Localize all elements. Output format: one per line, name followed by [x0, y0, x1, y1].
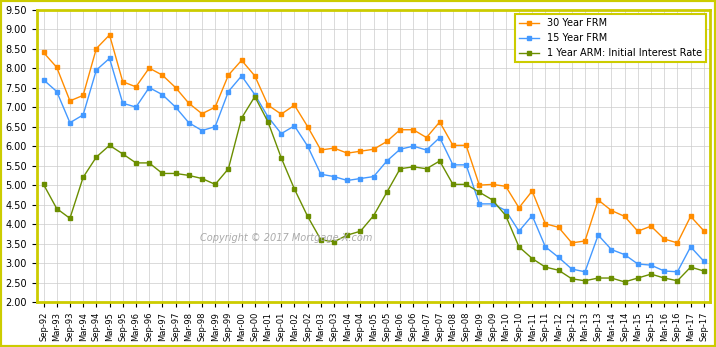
1 Year ARM: Initial Interest Rate: (37, 3.12): Initial Interest Rate: (37, 3.12) [528, 256, 536, 261]
1 Year ARM: Initial Interest Rate: (0, 5.02): Initial Interest Rate: (0, 5.02) [39, 182, 48, 186]
1 Year ARM: Initial Interest Rate: (50, 2.8): Initial Interest Rate: (50, 2.8) [700, 269, 708, 273]
30 Year FRM [568, 241, 576, 245]
1 Year ARM: Initial Interest Rate: (15, 6.72): Initial Interest Rate: (15, 6.72) [237, 116, 246, 120]
30 Year FRM [198, 112, 206, 116]
1 Year ARM: Initial Interest Rate: (49, 2.9): Initial Interest Rate: (49, 2.9) [687, 265, 695, 269]
15 Year FRM [581, 270, 589, 274]
Text: Copyright © 2017 Mortgage-X.com: Copyright © 2017 Mortgage-X.com [200, 233, 372, 243]
1 Year ARM: Initial Interest Rate: (34, 4.62): Initial Interest Rate: (34, 4.62) [488, 198, 497, 202]
15 Year FRM [700, 259, 708, 263]
Line: 30 Year FRM: 30 Year FRM [42, 33, 706, 245]
1 Year ARM: Initial Interest Rate: (44, 2.52): Initial Interest Rate: (44, 2.52) [620, 280, 629, 284]
30 Year FRM [528, 189, 536, 193]
30 Year FRM [251, 74, 259, 78]
Line: 15 Year FRM: 15 Year FRM [42, 56, 706, 274]
30 Year FRM [488, 182, 497, 186]
15 Year FRM [198, 128, 206, 133]
Legend: 30 Year FRM, 15 Year FRM, 1 Year ARM: Initial Interest Rate: 30 Year FRM, 15 Year FRM, 1 Year ARM: In… [516, 15, 705, 62]
1 Year ARM: Initial Interest Rate: (16, 7.27): Initial Interest Rate: (16, 7.27) [251, 94, 259, 99]
15 Year FRM [251, 93, 259, 97]
15 Year FRM [105, 56, 114, 60]
15 Year FRM [39, 78, 48, 82]
15 Year FRM [488, 202, 497, 206]
15 Year FRM [263, 115, 272, 119]
Line: 1 Year ARM: Initial Interest Rate: 1 Year ARM: Initial Interest Rate [42, 94, 706, 284]
1 Year ARM: Initial Interest Rate: (11, 5.25): Initial Interest Rate: (11, 5.25) [185, 173, 193, 177]
30 Year FRM [105, 33, 114, 37]
30 Year FRM [263, 103, 272, 107]
15 Year FRM [528, 213, 536, 218]
30 Year FRM [687, 214, 695, 219]
30 Year FRM [700, 229, 708, 233]
1 Year ARM: Initial Interest Rate: (17, 6.62): Initial Interest Rate: (17, 6.62) [263, 120, 272, 124]
30 Year FRM [39, 50, 48, 54]
15 Year FRM [687, 245, 695, 249]
